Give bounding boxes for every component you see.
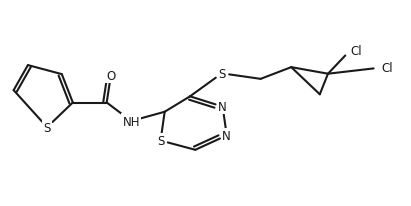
Text: N: N — [222, 129, 231, 142]
Text: S: S — [44, 121, 51, 134]
Text: Cl: Cl — [351, 44, 362, 57]
Text: S: S — [157, 134, 164, 147]
Text: S: S — [218, 68, 226, 80]
Text: N: N — [218, 101, 227, 114]
Text: Cl: Cl — [381, 62, 393, 75]
Text: O: O — [106, 70, 115, 83]
Text: NH: NH — [122, 115, 140, 128]
